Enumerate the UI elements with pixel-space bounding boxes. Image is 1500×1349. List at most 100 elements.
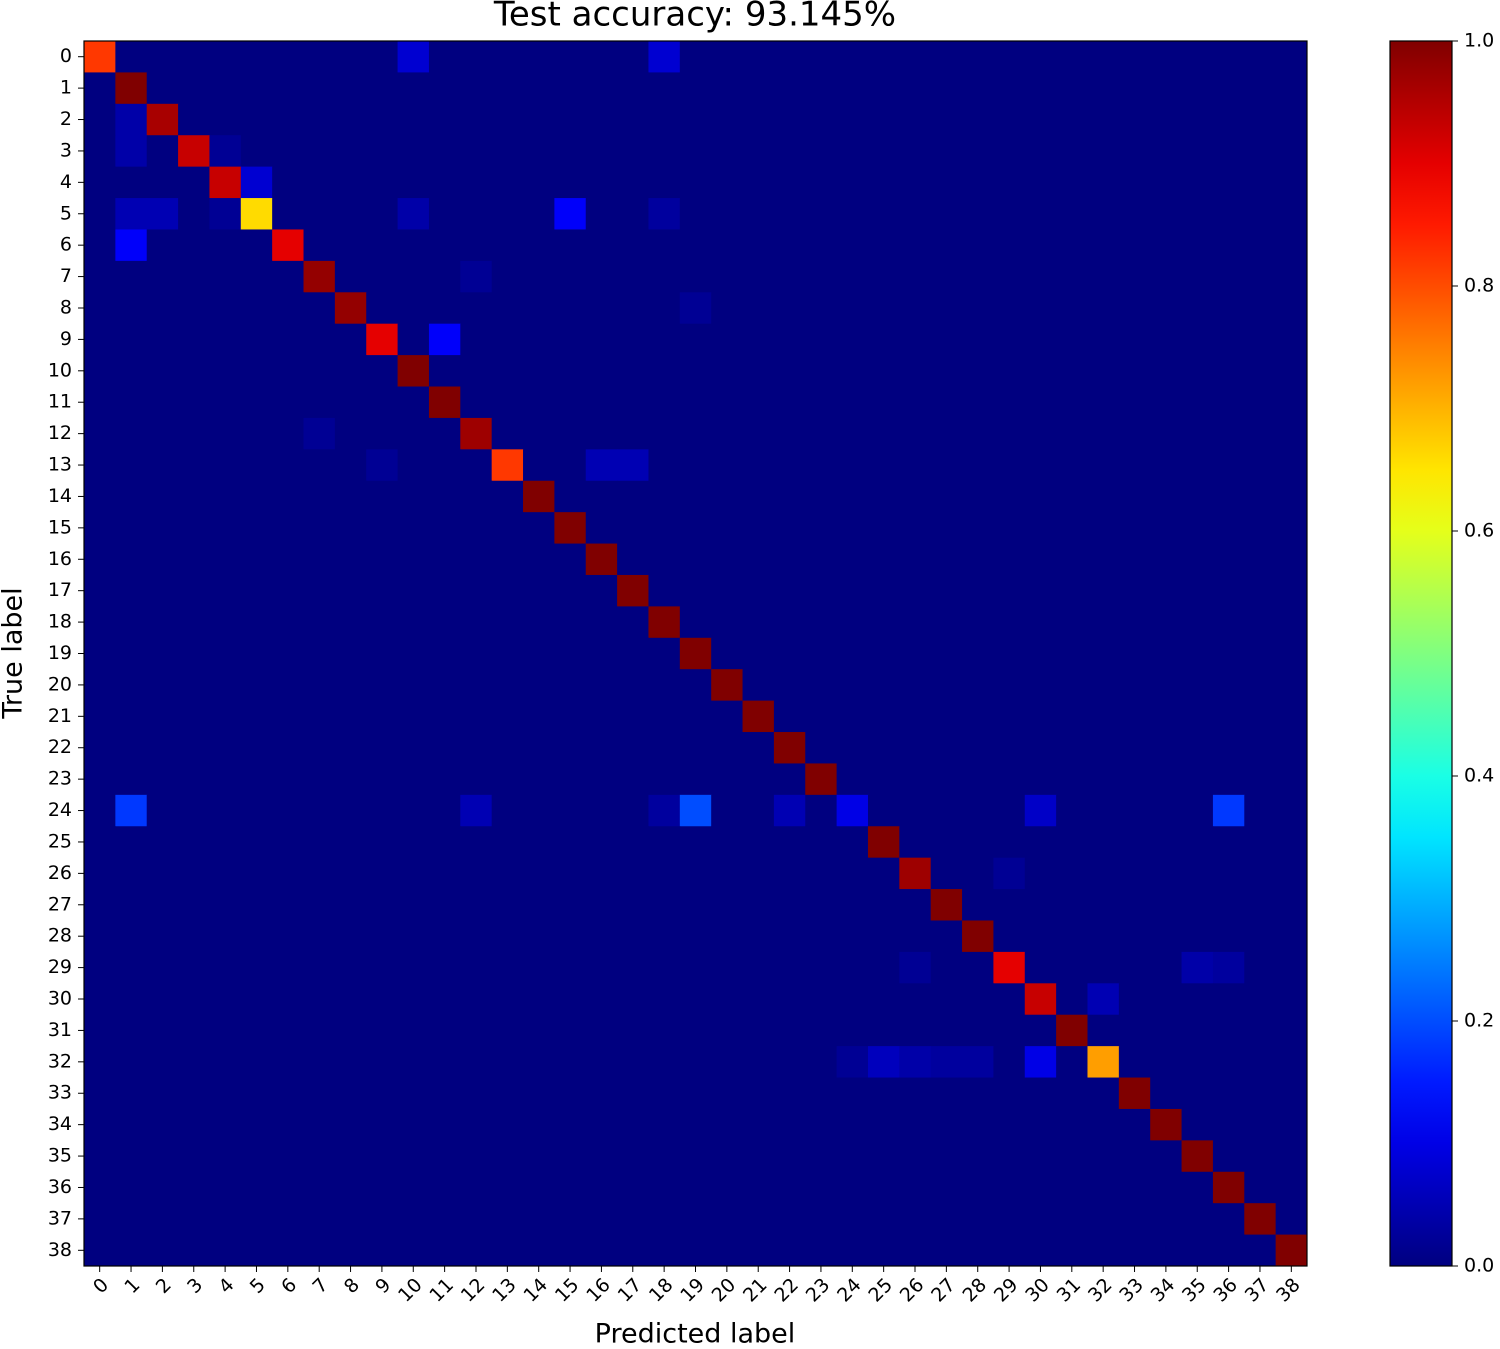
cell <box>1150 41 1183 73</box>
cell <box>899 951 932 984</box>
cell <box>303 606 336 639</box>
cell <box>272 889 305 921</box>
cell <box>930 1046 963 1079</box>
cell <box>272 669 305 702</box>
cell <box>115 826 148 859</box>
cell <box>585 857 618 890</box>
cell <box>585 166 618 199</box>
cell <box>272 1203 305 1236</box>
cell <box>585 574 618 607</box>
cell <box>366 292 399 325</box>
cell <box>648 1203 681 1236</box>
cell <box>1244 323 1277 356</box>
cell <box>1087 574 1120 607</box>
cell <box>742 889 775 921</box>
cell <box>679 857 712 890</box>
cell <box>334 606 367 639</box>
cell <box>397 386 430 419</box>
cell <box>930 543 963 576</box>
cell <box>366 449 399 482</box>
cell <box>272 135 305 168</box>
cell <box>366 480 399 513</box>
cell <box>303 260 336 293</box>
cell <box>585 700 618 733</box>
cell <box>711 826 744 859</box>
cell <box>428 512 461 545</box>
cell <box>366 1203 399 1236</box>
x-tick-label: 15 <box>551 1274 584 1307</box>
cell <box>178 700 210 733</box>
cell <box>491 198 524 230</box>
cell <box>240 700 273 733</box>
x-tick-label: 12 <box>457 1274 490 1307</box>
cell <box>805 889 838 921</box>
cell <box>1275 417 1308 450</box>
cell <box>1212 1108 1245 1141</box>
cell <box>742 1140 775 1173</box>
cell <box>1244 1046 1277 1079</box>
cell <box>1275 1014 1308 1047</box>
cell <box>930 198 963 230</box>
x-tick-label: 17 <box>614 1274 647 1307</box>
x-tick-label: 33 <box>1115 1274 1148 1307</box>
cell <box>397 826 430 859</box>
cell <box>1244 260 1277 293</box>
cell <box>334 1077 367 1110</box>
cell <box>366 543 399 576</box>
cell <box>993 606 1026 639</box>
cell <box>1275 1140 1308 1173</box>
cell <box>1275 512 1308 545</box>
cell <box>1056 763 1088 796</box>
cell <box>491 323 524 356</box>
cell <box>334 1140 367 1173</box>
cell <box>523 229 555 262</box>
x-tick-label: 38 <box>1272 1274 1305 1307</box>
cell <box>115 1234 148 1267</box>
cell <box>648 229 681 262</box>
cell <box>805 41 838 73</box>
cell <box>1212 355 1245 388</box>
cell <box>146 574 179 607</box>
cell <box>1275 1077 1308 1110</box>
cell <box>648 826 681 859</box>
cell <box>836 198 869 230</box>
cell <box>460 449 493 482</box>
cell <box>334 1046 367 1079</box>
cell <box>209 198 242 230</box>
cell <box>899 480 932 513</box>
cell <box>1056 198 1088 230</box>
cell <box>428 669 461 702</box>
colorbar <box>1389 40 1453 1267</box>
cell <box>1024 1108 1057 1141</box>
cell <box>1118 449 1151 482</box>
cell <box>1181 198 1214 230</box>
cell <box>1118 41 1151 73</box>
cell <box>397 512 430 545</box>
cell <box>1150 1234 1183 1267</box>
cell <box>867 480 900 513</box>
cell <box>1150 355 1183 388</box>
cell <box>711 889 744 921</box>
cell <box>115 198 148 230</box>
cell <box>1118 512 1151 545</box>
cell <box>460 166 493 199</box>
cell <box>930 260 963 293</box>
cell <box>209 260 242 293</box>
cell <box>805 1171 838 1204</box>
cell <box>397 1203 430 1236</box>
y-tick-label: 2 <box>60 108 72 130</box>
cell <box>742 480 775 513</box>
x-tick-label: 34 <box>1147 1274 1180 1307</box>
cell <box>84 543 116 576</box>
cell <box>84 794 116 827</box>
cell <box>585 732 618 764</box>
cell <box>366 229 399 262</box>
cell <box>491 951 524 984</box>
cell <box>1087 1108 1120 1141</box>
cell <box>805 512 838 545</box>
cell <box>993 1077 1026 1110</box>
cell <box>585 1108 618 1141</box>
cell <box>428 417 461 450</box>
cell <box>491 826 524 859</box>
cell <box>617 983 649 1016</box>
